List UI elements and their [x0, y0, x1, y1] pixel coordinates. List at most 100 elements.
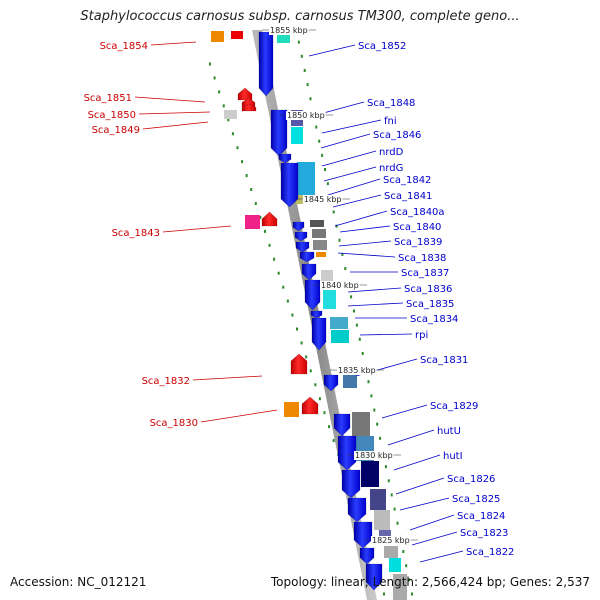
- gene-block[interactable]: [312, 229, 326, 238]
- gene-arrow-down[interactable]: [292, 221, 305, 232]
- gene-label-left[interactable]: Sca_1850: [88, 110, 136, 121]
- gene-label-left[interactable]: Sca_1832: [142, 376, 190, 387]
- gene-block[interactable]: [352, 412, 370, 436]
- gene-label-right[interactable]: Sca_1846: [373, 130, 421, 141]
- gene-block[interactable]: [323, 287, 336, 309]
- gene-arrow-down[interactable]: [311, 317, 327, 351]
- gene-label-left[interactable]: Sca_1843: [112, 228, 160, 239]
- gene-arrow-down[interactable]: [323, 374, 339, 392]
- gene-block[interactable]: [224, 110, 237, 119]
- gene-block[interactable]: [389, 558, 401, 572]
- gene-label-right[interactable]: Sca_1852: [358, 41, 406, 52]
- gene-arrow-down[interactable]: [310, 310, 323, 319]
- gene-arrow-down[interactable]: [301, 263, 317, 281]
- gene-arrow-down[interactable]: [359, 547, 375, 565]
- gene-label-right[interactable]: Sca_1840a: [390, 207, 445, 218]
- gene-label-right[interactable]: Sca_1834: [410, 314, 458, 325]
- gene-label-left[interactable]: Sca_1851: [84, 93, 132, 104]
- guide-dot: [309, 369, 312, 373]
- gene-block[interactable]: [231, 31, 243, 39]
- gene-arrow-down[interactable]: [258, 31, 274, 97]
- gene-block[interactable]: [370, 489, 386, 510]
- gene-block[interactable]: [393, 574, 407, 600]
- gene-arrow-up[interactable]: [301, 396, 319, 415]
- gene-arrow-down[interactable]: [299, 251, 315, 263]
- gene-arrow-up[interactable]: [241, 103, 257, 112]
- guide-dot: [286, 299, 289, 303]
- gene-block[interactable]: [316, 252, 326, 257]
- gene-label-right[interactable]: Sca_1838: [398, 253, 446, 264]
- gene-arrow-down[interactable]: [278, 153, 292, 164]
- gene-label-right[interactable]: Sca_1826: [447, 474, 495, 485]
- gene-leader-line: [332, 194, 382, 208]
- gene-block[interactable]: [330, 317, 348, 329]
- gene-block[interactable]: [211, 31, 224, 42]
- gene-block[interactable]: [291, 127, 303, 144]
- scale-label-bg: [371, 536, 411, 545]
- guide-dot: [393, 507, 396, 511]
- gene-label-left[interactable]: Sca_1849: [92, 125, 140, 136]
- gene-arrow-down[interactable]: [347, 497, 367, 523]
- gene-label-right[interactable]: Sca_1839: [394, 237, 442, 248]
- gene-arrow-down[interactable]: [304, 279, 321, 311]
- gene-label-right[interactable]: nrdG: [379, 163, 403, 174]
- gene-block[interactable]: [313, 240, 327, 250]
- gene-arrow-up[interactable]: [237, 87, 253, 101]
- gene-arrow-up[interactable]: [241, 97, 256, 108]
- gene-leader-line: [320, 133, 371, 149]
- gene-leader-line: [387, 429, 435, 446]
- gene-arrow-down[interactable]: [365, 563, 383, 591]
- scale-label-bg: [286, 111, 326, 120]
- gene-label-right[interactable]: Sca_1836: [404, 284, 452, 295]
- gene-arrow-up[interactable]: [290, 353, 308, 375]
- gene-arrow-down[interactable]: [270, 109, 288, 157]
- gene-block[interactable]: [361, 461, 379, 487]
- gene-label-right[interactable]: hutU: [437, 426, 461, 437]
- gene-block[interactable]: [374, 510, 390, 530]
- gene-label-right[interactable]: Sca_1824: [457, 511, 505, 522]
- gene-label-right[interactable]: Sca_1825: [452, 494, 500, 505]
- gene-label-right[interactable]: Sca_1840: [393, 222, 441, 233]
- gene-block[interactable]: [310, 220, 324, 227]
- gene-label-left[interactable]: Sca_1854: [100, 41, 148, 52]
- gene-leader-line: [323, 166, 377, 182]
- guide-dot: [315, 125, 318, 129]
- gene-arrow-down[interactable]: [333, 413, 351, 437]
- gene-label-right[interactable]: rpi: [415, 330, 428, 341]
- gene-arrow-down[interactable]: [341, 469, 361, 499]
- gene-label-right[interactable]: Sca_1841: [384, 191, 432, 202]
- gene-label-right[interactable]: Sca_1842: [383, 175, 431, 186]
- gene-label-left[interactable]: Sca_1830: [150, 418, 198, 429]
- gene-label-right[interactable]: fni: [384, 116, 397, 127]
- gene-leader-line: [411, 531, 458, 546]
- gene-label-right[interactable]: Sca_1831: [420, 355, 468, 366]
- gene-label-right[interactable]: hutI: [443, 451, 463, 462]
- gene-label-right[interactable]: Sca_1822: [466, 547, 514, 558]
- gene-label-right[interactable]: Sca_1823: [460, 528, 508, 539]
- scale-label: 1835 kbp: [338, 366, 376, 375]
- gene-leader-line: [419, 550, 464, 563]
- guide-dot: [291, 313, 294, 317]
- scale-label-bg: [354, 451, 394, 460]
- gene-arrow-down[interactable]: [280, 162, 299, 208]
- gene-block[interactable]: [284, 402, 299, 417]
- guide-dot: [297, 40, 300, 44]
- gene-block[interactable]: [297, 162, 315, 197]
- gene-label-right[interactable]: nrdD: [379, 147, 404, 158]
- gene-arrow-down[interactable]: [294, 231, 308, 242]
- gene-label-right[interactable]: Sca_1835: [406, 299, 454, 310]
- guide-dot: [254, 201, 257, 205]
- gene-label-right[interactable]: Sca_1829: [430, 401, 478, 412]
- guide-dot: [268, 243, 271, 247]
- gene-arrow-up[interactable]: [261, 211, 278, 227]
- gene-block[interactable]: [384, 546, 398, 558]
- gene-arrow-down[interactable]: [295, 241, 310, 253]
- gene-block[interactable]: [277, 32, 290, 43]
- gene-block[interactable]: [331, 330, 349, 343]
- gene-label-right[interactable]: Sca_1837: [401, 268, 449, 279]
- gene-label-right[interactable]: Sca_1848: [367, 98, 415, 109]
- gene-block[interactable]: [245, 215, 260, 229]
- gene-arrow-down[interactable]: [337, 435, 357, 471]
- gene-arrow-down[interactable]: [353, 521, 373, 549]
